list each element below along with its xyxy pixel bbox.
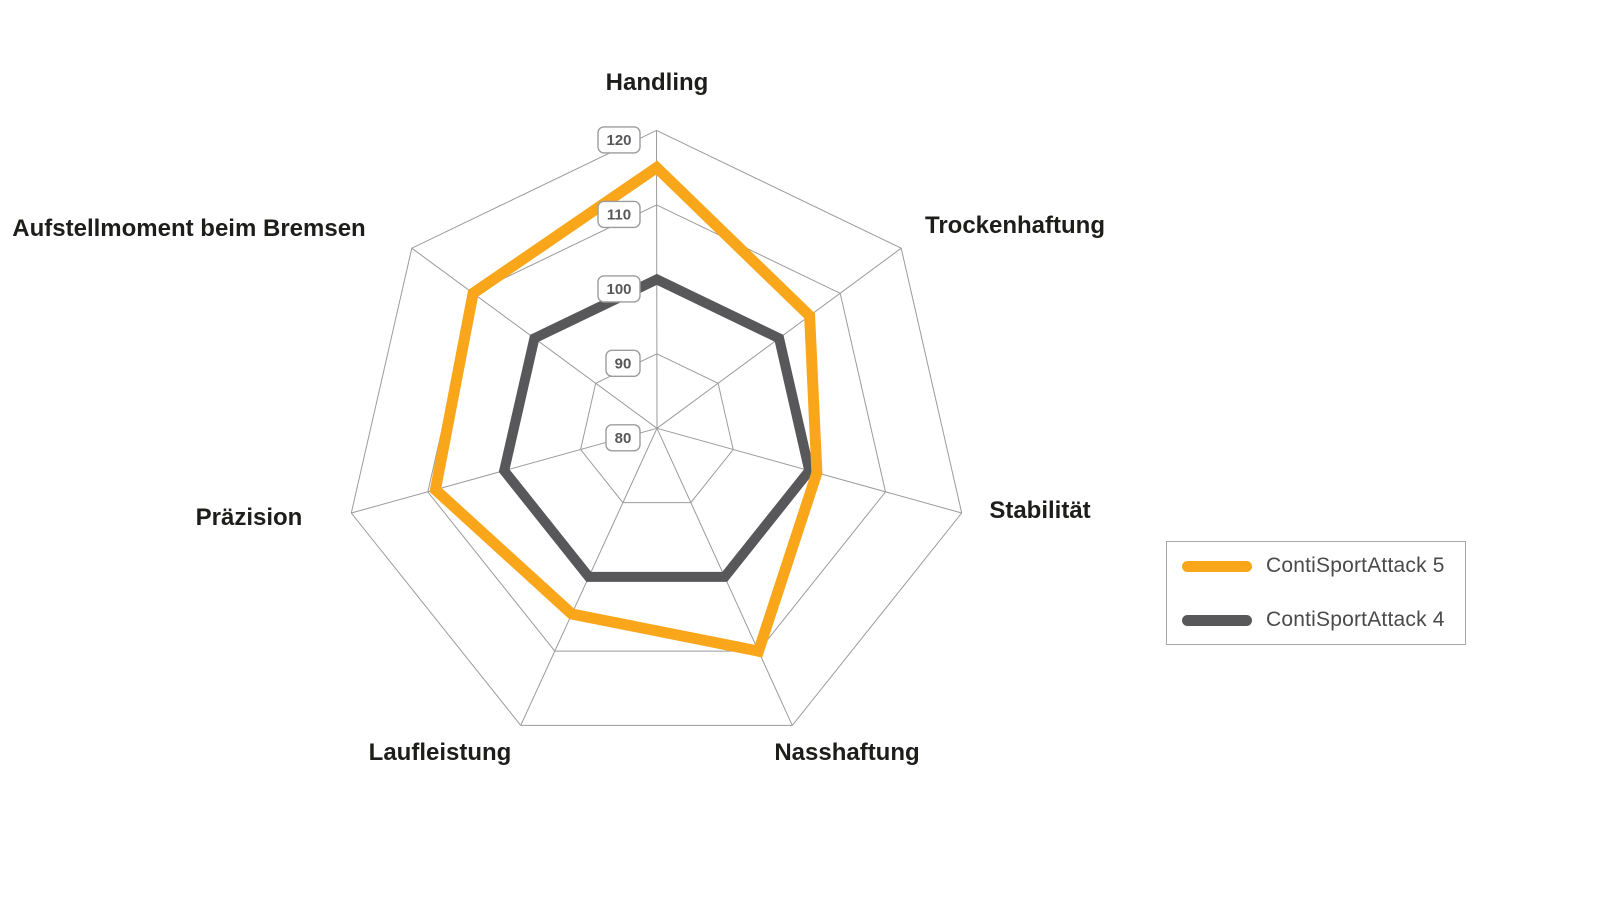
legend-label: ContiSportAttack 4 — [1266, 608, 1445, 631]
tick-label-120: 120 — [606, 132, 631, 149]
series-polygon-contisportattack-4 — [498, 273, 815, 582]
legend-label: ContiSportAttack 5 — [1266, 554, 1445, 577]
series-polygon-contisportattack-5 — [429, 160, 823, 658]
tick-box-110 — [597, 200, 641, 229]
axis-label-praezision: Präzision — [196, 504, 303, 531]
tick-label-100: 100 — [606, 281, 631, 298]
grid-ring-90 — [580, 353, 734, 504]
grid-ring-120 — [350, 129, 963, 726]
tick-box-80 — [605, 424, 641, 452]
legend-swatch-gray — [1182, 614, 1252, 626]
tick-box-120 — [597, 126, 641, 154]
legend-item-contisportattack-5: ContiSportAttack 5 — [1182, 554, 1465, 578]
axis-label-nasshaftung: Nasshaftung — [774, 739, 919, 766]
axis-label-stabilitaet: Stabilität — [989, 497, 1090, 524]
axis-label-aufstellmoment-beim-bremsen: Aufstellmoment beim Bremsen — [12, 215, 365, 242]
axis-label-trockenhaftung: Trockenhaftung — [925, 212, 1105, 239]
tick-box-100 — [597, 275, 641, 303]
tick-label-110: 110 — [607, 206, 631, 223]
axis-label-laufleistung: Laufleistung — [369, 739, 512, 766]
tick-label-80: 80 — [615, 430, 632, 447]
legend: ContiSportAttack 5 ContiSportAttack 4 — [1166, 541, 1466, 645]
legend-swatch-orange — [1182, 560, 1252, 572]
tick-box-90 — [605, 349, 641, 377]
axis-label-handling: Handling — [606, 69, 709, 96]
legend-item-contisportattack-4: ContiSportAttack 4 — [1182, 608, 1465, 632]
tick-label-90: 90 — [615, 355, 632, 372]
